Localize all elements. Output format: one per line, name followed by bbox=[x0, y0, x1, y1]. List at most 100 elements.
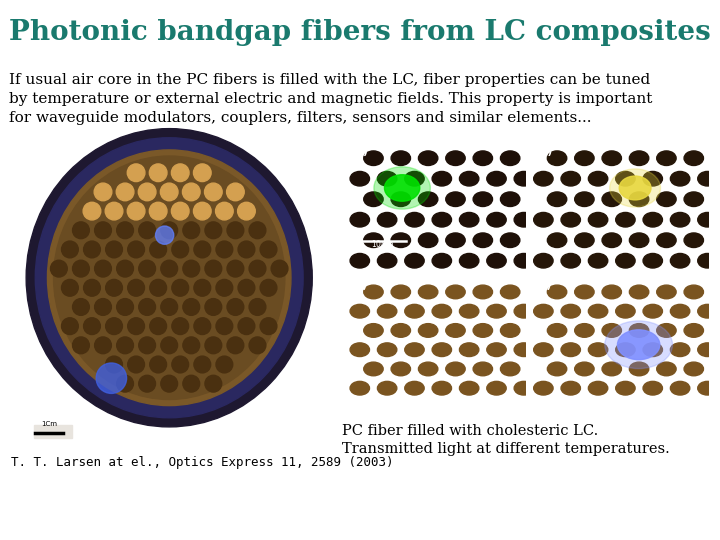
Circle shape bbox=[514, 381, 534, 395]
Circle shape bbox=[446, 285, 465, 299]
Circle shape bbox=[227, 183, 244, 201]
Circle shape bbox=[216, 356, 233, 373]
Circle shape bbox=[629, 323, 649, 338]
Circle shape bbox=[106, 318, 122, 335]
Circle shape bbox=[205, 337, 222, 354]
Circle shape bbox=[643, 381, 662, 395]
Bar bbox=[34, 426, 72, 437]
Circle shape bbox=[698, 381, 717, 395]
Circle shape bbox=[547, 362, 567, 376]
Circle shape bbox=[670, 171, 690, 186]
Circle shape bbox=[260, 241, 277, 258]
Circle shape bbox=[139, 299, 156, 315]
Circle shape bbox=[487, 171, 506, 186]
Circle shape bbox=[183, 260, 199, 277]
Circle shape bbox=[643, 212, 662, 227]
Circle shape bbox=[643, 343, 662, 356]
Circle shape bbox=[215, 202, 233, 220]
Circle shape bbox=[602, 285, 621, 299]
Circle shape bbox=[418, 323, 438, 338]
Circle shape bbox=[418, 285, 438, 299]
Circle shape bbox=[534, 253, 553, 268]
Circle shape bbox=[602, 362, 621, 376]
Circle shape bbox=[405, 381, 424, 395]
Circle shape bbox=[391, 233, 410, 247]
Circle shape bbox=[616, 343, 635, 356]
Circle shape bbox=[139, 222, 156, 239]
Circle shape bbox=[487, 253, 506, 268]
Circle shape bbox=[657, 285, 676, 299]
Circle shape bbox=[432, 343, 451, 356]
Circle shape bbox=[684, 362, 703, 376]
Circle shape bbox=[487, 381, 506, 395]
Circle shape bbox=[657, 192, 676, 206]
Circle shape bbox=[249, 222, 266, 239]
Circle shape bbox=[96, 363, 127, 394]
Circle shape bbox=[446, 323, 465, 338]
Circle shape bbox=[534, 171, 553, 186]
Circle shape bbox=[391, 362, 410, 376]
Circle shape bbox=[139, 260, 156, 277]
Circle shape bbox=[575, 323, 594, 338]
Circle shape bbox=[73, 299, 89, 315]
Circle shape bbox=[204, 183, 222, 201]
Circle shape bbox=[588, 343, 608, 356]
Circle shape bbox=[575, 151, 594, 165]
Circle shape bbox=[161, 260, 178, 277]
Circle shape bbox=[227, 222, 244, 239]
Circle shape bbox=[534, 212, 553, 227]
Circle shape bbox=[446, 362, 465, 376]
Circle shape bbox=[117, 260, 133, 277]
Circle shape bbox=[616, 253, 635, 268]
Circle shape bbox=[616, 305, 635, 318]
Circle shape bbox=[161, 299, 178, 315]
Circle shape bbox=[459, 212, 479, 227]
Circle shape bbox=[94, 222, 112, 239]
Circle shape bbox=[446, 192, 465, 206]
Circle shape bbox=[629, 285, 649, 299]
Circle shape bbox=[643, 171, 662, 186]
Circle shape bbox=[459, 381, 479, 395]
Circle shape bbox=[238, 202, 256, 220]
Circle shape bbox=[205, 222, 222, 239]
Circle shape bbox=[657, 233, 676, 247]
Circle shape bbox=[377, 343, 397, 356]
Circle shape bbox=[84, 318, 100, 335]
Circle shape bbox=[534, 305, 553, 318]
Circle shape bbox=[183, 222, 199, 239]
Circle shape bbox=[194, 164, 211, 181]
Circle shape bbox=[459, 305, 479, 318]
Circle shape bbox=[575, 192, 594, 206]
Circle shape bbox=[500, 151, 520, 165]
Circle shape bbox=[171, 164, 189, 181]
Circle shape bbox=[116, 183, 134, 201]
Circle shape bbox=[561, 381, 580, 395]
Circle shape bbox=[161, 222, 178, 239]
Circle shape bbox=[127, 356, 145, 373]
Circle shape bbox=[94, 299, 112, 315]
Circle shape bbox=[588, 171, 608, 186]
Circle shape bbox=[391, 285, 410, 299]
Circle shape bbox=[561, 343, 580, 356]
Circle shape bbox=[350, 253, 369, 268]
Circle shape bbox=[616, 171, 635, 186]
Circle shape bbox=[377, 253, 397, 268]
Circle shape bbox=[605, 321, 672, 369]
Circle shape bbox=[657, 151, 676, 165]
Circle shape bbox=[405, 343, 424, 356]
Circle shape bbox=[249, 337, 266, 354]
Circle shape bbox=[432, 381, 451, 395]
Ellipse shape bbox=[48, 150, 291, 406]
Circle shape bbox=[61, 241, 78, 258]
Circle shape bbox=[487, 305, 506, 318]
Circle shape bbox=[182, 183, 200, 201]
Circle shape bbox=[249, 299, 266, 315]
Circle shape bbox=[364, 151, 383, 165]
Circle shape bbox=[514, 171, 534, 186]
Circle shape bbox=[150, 318, 166, 335]
Circle shape bbox=[106, 356, 122, 373]
Circle shape bbox=[84, 279, 100, 296]
Circle shape bbox=[391, 323, 410, 338]
Circle shape bbox=[94, 337, 112, 354]
Circle shape bbox=[561, 305, 580, 318]
